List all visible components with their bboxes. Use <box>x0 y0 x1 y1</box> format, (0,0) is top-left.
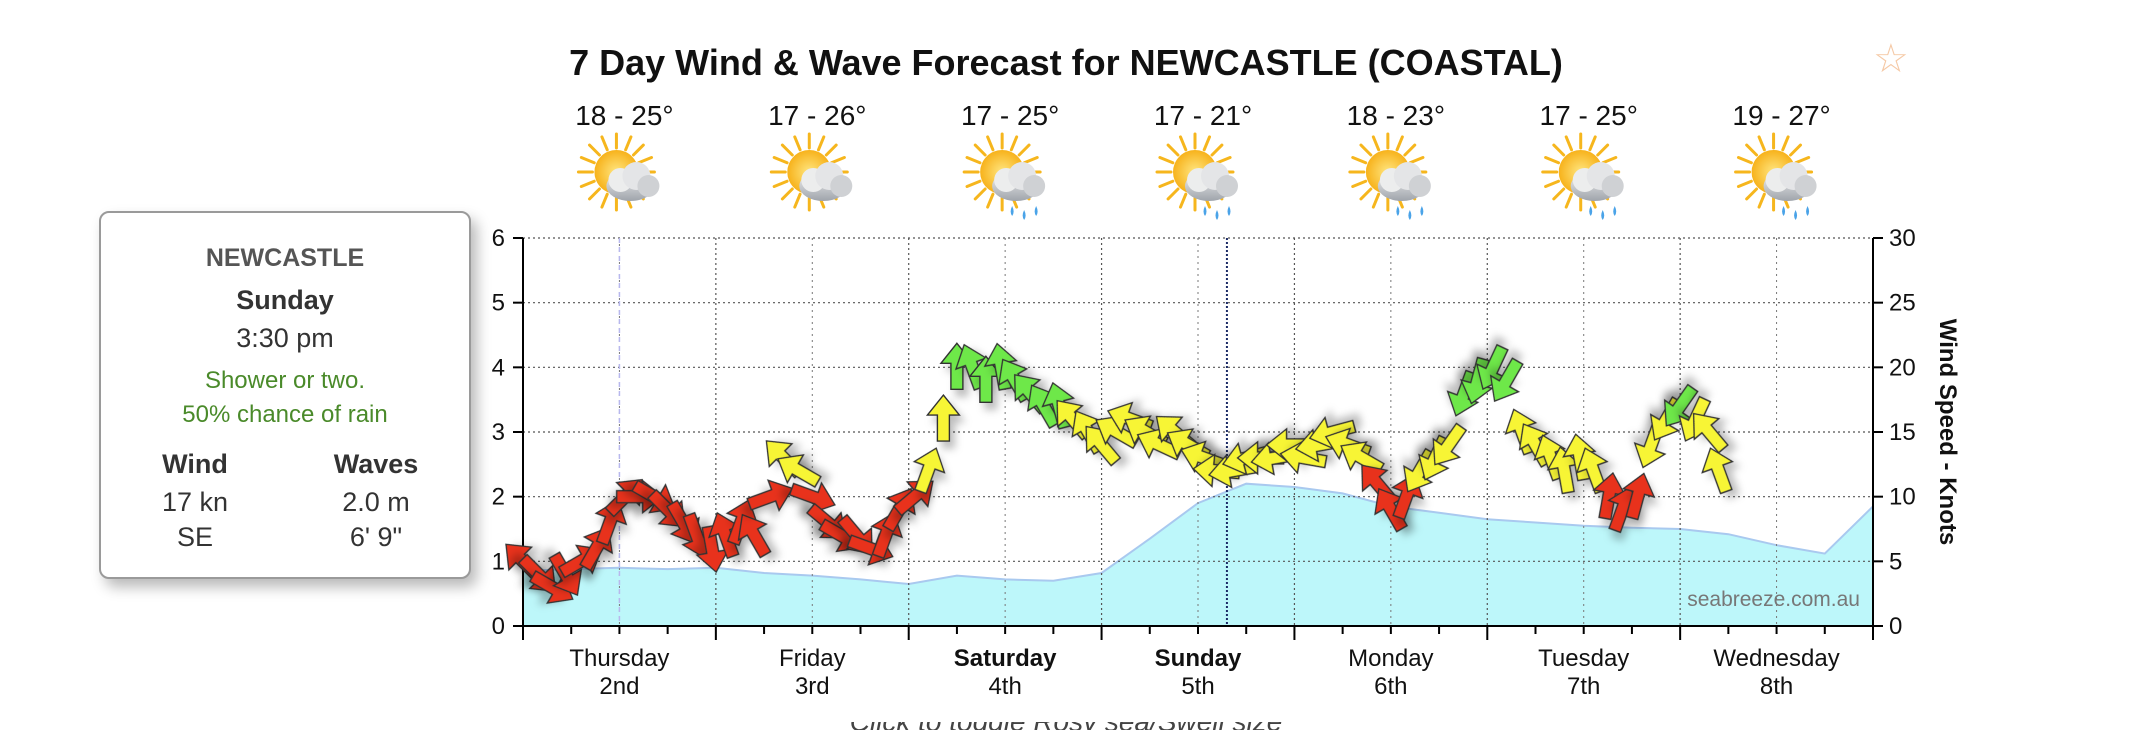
x-label-date: 4th <box>988 673 1021 700</box>
wind-arrow <box>746 479 794 512</box>
left-tick-label: 1 <box>492 548 505 575</box>
right-tick-label: 25 <box>1889 290 1916 317</box>
forecast-tooltip: NEWCASTLE Sunday 3:30 pm Shower or two. … <box>99 211 471 579</box>
sun-cloud-rain-icon <box>1734 132 1817 220</box>
day-temperature: 17 - 25° <box>1539 100 1638 131</box>
wind-arrow <box>737 513 772 559</box>
tooltip-wave-height-feet: 6' 9" <box>349 522 403 552</box>
tooltip-wave-height: 2.0 m <box>342 487 410 517</box>
day-temperature: 17 - 26° <box>768 100 867 131</box>
right-tick-label: 20 <box>1889 354 1916 381</box>
wind-arrow <box>912 447 946 495</box>
wind-arrow <box>1432 422 1468 466</box>
left-tick-label: 2 <box>492 484 505 511</box>
day-temperature: 17 - 25° <box>960 100 1060 131</box>
day-temperature: 17 - 21° <box>1153 100 1253 131</box>
tooltip-waves-label: Waves <box>333 449 419 479</box>
right-tick-label: 0 <box>1889 613 1902 640</box>
wind-arrow-shape <box>1489 357 1524 403</box>
x-label-day: Saturday <box>954 645 1057 672</box>
wind-arrow-shape <box>777 454 822 488</box>
day-temperature: 18 - 25° <box>575 100 674 131</box>
sun-cloud-rain-icon <box>962 132 1046 220</box>
sun-cloud-icon <box>769 132 853 212</box>
chart-title: 7 Day Wind & Wave Forecast for NEWCASTLE… <box>569 42 1563 83</box>
wind-arrow-shape <box>1432 422 1468 466</box>
star-outline-icon[interactable]: ☆ <box>1873 37 1909 81</box>
right-axis-label: Wind Speed - Knots <box>1934 319 1961 545</box>
tooltip-condition: Shower or two. <box>204 367 366 394</box>
wind-arrow <box>925 393 961 442</box>
wind-arrow-shape <box>925 393 961 442</box>
left-tick-label: 0 <box>492 613 505 640</box>
tooltip-location: NEWCASTLE <box>205 244 365 272</box>
tooltip-wind-label: Wind <box>162 449 228 479</box>
left-tick-label: 5 <box>492 290 505 317</box>
tooltip-wind-direction: SE <box>176 522 214 552</box>
x-label-date: 3rd <box>795 673 830 700</box>
tooltip-wind-speed: 17 kn <box>161 487 229 517</box>
x-label-date: 6th <box>1374 673 1407 700</box>
x-label-date: 7th <box>1567 673 1600 700</box>
sun-cloud-rain-icon <box>1155 132 1238 220</box>
wind-arrow <box>1621 472 1656 521</box>
right-tick-label: 15 <box>1889 419 1916 446</box>
x-label-day: Sunday <box>1155 645 1242 672</box>
wind-arrow-shape <box>737 513 772 559</box>
x-label-date: 8th <box>1760 673 1793 700</box>
x-label-day: Monday <box>1348 645 1433 672</box>
wind-arrow-shape <box>746 479 794 512</box>
x-label-day: Thursday <box>569 645 669 672</box>
wind-arrow-shape <box>1621 472 1656 521</box>
right-tick-label: 5 <box>1889 548 1902 575</box>
wind-arrow-shape <box>1692 412 1729 454</box>
day-temperature: 19 - 27° <box>1732 100 1831 131</box>
wind-arrow <box>1489 357 1524 403</box>
wind-arrow-shape <box>912 447 946 495</box>
tooltip-rain-chance: 50% chance of rain <box>182 401 388 428</box>
right-tick-label: 10 <box>1889 484 1916 511</box>
left-tick-label: 3 <box>492 419 505 446</box>
wind-arrow <box>1692 412 1729 454</box>
x-label-day: Wednesday <box>1713 645 1839 672</box>
left-tick-label: 4 <box>492 354 505 381</box>
right-tick-label: 30 <box>1889 225 1916 252</box>
tooltip-time: 3:30 pm <box>236 323 334 353</box>
wind-arrow-shape <box>1701 447 1734 495</box>
wind-arrow <box>777 454 822 488</box>
left-tick-label: 6 <box>492 225 505 252</box>
toggle-link[interactable]: Click to toggle Rosy sea/Swell size <box>0 722 2132 730</box>
day-temperature: 18 - 23° <box>1346 100 1446 131</box>
x-label-date: 5th <box>1181 673 1214 700</box>
tooltip-day: Sunday <box>236 285 334 315</box>
sun-cloud-icon <box>576 132 660 212</box>
x-label-day: Friday <box>779 645 846 672</box>
wind-arrow <box>1701 447 1734 495</box>
wave-height-area <box>522 482 1874 627</box>
x-label-day: Tuesday <box>1538 645 1629 672</box>
sun-cloud-rain-icon <box>1348 132 1431 220</box>
x-label-date: 2nd <box>599 673 639 700</box>
watermark: seabreeze.com.au <box>1687 588 1860 611</box>
sun-cloud-rain-icon <box>1541 132 1624 220</box>
